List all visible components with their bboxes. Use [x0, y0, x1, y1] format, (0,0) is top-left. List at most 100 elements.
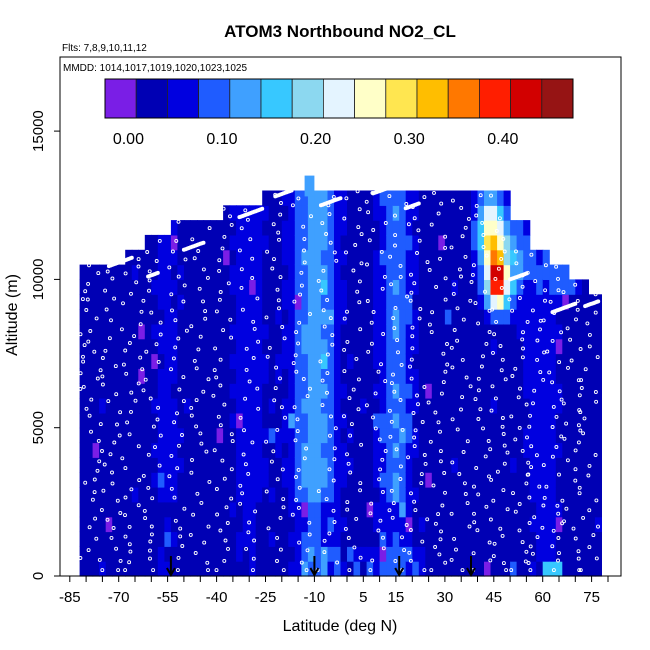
track-point: [166, 227, 171, 232]
heatmap-cell: [105, 561, 113, 577]
track-point: [376, 369, 381, 374]
heatmap-cell: [373, 309, 381, 325]
track-point: [352, 545, 357, 550]
heatmap-cell: [236, 220, 244, 236]
heatmap-cell: [575, 442, 583, 458]
heatmap-cell: [281, 368, 289, 384]
heatmap-cell: [314, 516, 322, 533]
track-point: [463, 225, 468, 230]
heatmap-cell: [288, 412, 296, 429]
heatmap-cell: [516, 472, 524, 488]
track-point: [527, 424, 532, 429]
heatmap-cell: [294, 398, 302, 414]
heatmap-cell: [327, 516, 335, 533]
heatmap-cell: [405, 412, 413, 429]
heatmap-cell: [425, 190, 433, 206]
track-point: [484, 253, 489, 258]
track-point: [436, 512, 441, 517]
heatmap-cell: [503, 427, 511, 444]
heatmap-cell: [190, 368, 198, 384]
heatmap-cell: [229, 472, 237, 488]
heatmap-cell: [334, 323, 342, 340]
heatmap-cell: [444, 487, 452, 503]
heatmap-cell: [281, 353, 289, 369]
track-point: [554, 264, 559, 269]
track-point: [250, 256, 255, 261]
track-point: [346, 536, 351, 540]
track-point: [377, 477, 382, 482]
heatmap-cell: [112, 561, 120, 577]
heatmap-cell: [347, 442, 355, 458]
heatmap-cell: [360, 516, 368, 533]
heatmap-cell: [281, 472, 289, 488]
track-point: [366, 210, 371, 215]
heatmap-cell: [288, 368, 296, 384]
track-point: [78, 371, 83, 376]
heatmap-cell: [438, 427, 446, 444]
track-point: [358, 555, 363, 560]
colorbar-swatch: [291, 78, 324, 119]
heatmap-layer: [79, 175, 602, 577]
track-point: [524, 402, 529, 407]
x-tick-label: 5: [359, 589, 367, 606]
heatmap-cell: [529, 309, 537, 325]
heatmap-cell: [197, 383, 205, 399]
heatmap-cell: [118, 427, 126, 444]
heatmap-cell: [516, 234, 524, 251]
heatmap-cell: [281, 234, 289, 251]
track-point: [576, 549, 581, 554]
heatmap-cell: [320, 190, 328, 206]
heatmap-cell: [555, 546, 563, 562]
heatmap-cell: [379, 190, 387, 206]
track-point: [408, 364, 412, 369]
heatmap-cell: [301, 309, 309, 325]
track-point: [81, 359, 86, 364]
heatmap-cell: [170, 294, 178, 310]
heatmap-cell: [164, 442, 172, 458]
track-point: [123, 466, 128, 471]
heatmap-cell: [314, 546, 322, 562]
heatmap-cell: [405, 487, 413, 503]
heatmap-cell: [497, 294, 505, 310]
track-point: [138, 322, 143, 327]
track-point: [527, 521, 532, 525]
heatmap-cell: [549, 309, 557, 325]
track-point: [529, 465, 534, 470]
heatmap-cell: [151, 531, 159, 547]
track-point: [309, 214, 313, 219]
heatmap-cell: [347, 279, 355, 295]
track-point: [574, 317, 578, 322]
heatmap-cell: [471, 412, 479, 429]
heatmap-cell: [386, 249, 394, 266]
y-tick-label: 5000: [30, 411, 47, 444]
track-point: [583, 367, 588, 372]
heatmap-cell: [314, 472, 322, 488]
track-point: [117, 433, 122, 438]
heatmap-cell: [581, 546, 589, 562]
heatmap-cell: [588, 501, 596, 518]
heatmap-cell: [418, 353, 426, 369]
heatmap-cell: [360, 546, 368, 562]
track-point: [218, 528, 223, 533]
track-point: [505, 450, 510, 455]
track-point: [139, 309, 144, 314]
heatmap-cell: [307, 249, 315, 266]
heatmap-cell: [229, 353, 237, 369]
y-tick-label: 15000: [30, 110, 47, 152]
track-point: [244, 367, 249, 372]
track-point: [176, 555, 181, 560]
track-point: [514, 249, 518, 254]
track-point: [528, 544, 533, 549]
track-point: [196, 347, 201, 352]
heatmap-cell: [92, 531, 100, 547]
heatmap-cell: [497, 190, 505, 206]
heatmap-cell: [99, 412, 107, 429]
track-point: [487, 540, 492, 545]
heatmap-cell: [353, 264, 361, 280]
heatmap-cell: [360, 383, 368, 399]
heatmap-cell: [366, 220, 374, 236]
heatmap-cell: [353, 190, 361, 206]
colorbar-swatch: [478, 78, 511, 119]
track-point: [517, 425, 522, 430]
track-point: [354, 516, 359, 521]
